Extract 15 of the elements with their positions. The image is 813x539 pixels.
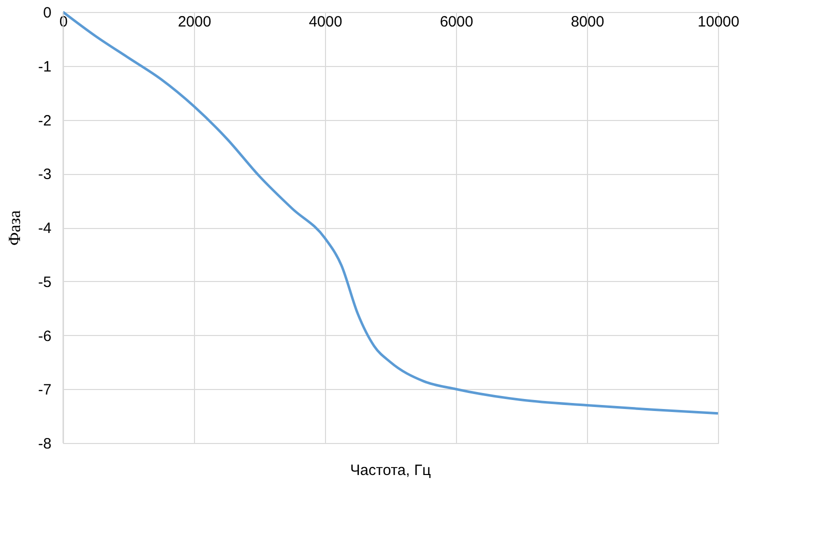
- x-tick-label: 6000: [440, 14, 474, 30]
- y-tick-label: -7: [38, 382, 52, 399]
- y-tick-label: -6: [38, 328, 52, 345]
- y-tick-label: -8: [38, 436, 52, 452]
- y-axis-title: Фаза: [5, 210, 24, 246]
- y-tick-label: -5: [38, 274, 52, 291]
- y-tick-label: -1: [38, 58, 52, 76]
- y-tick-label: -3: [38, 166, 52, 184]
- x-axis-title: Частота, Гц: [350, 462, 432, 479]
- y-tick-label: -2: [38, 112, 52, 130]
- x-tick-label: 4000: [308, 14, 342, 30]
- x-tick-label: 10000: [698, 14, 740, 30]
- x-tick-label: 2000: [178, 14, 212, 30]
- x-tick-label: 8000: [570, 14, 604, 30]
- y-tick-label: -4: [38, 220, 52, 237]
